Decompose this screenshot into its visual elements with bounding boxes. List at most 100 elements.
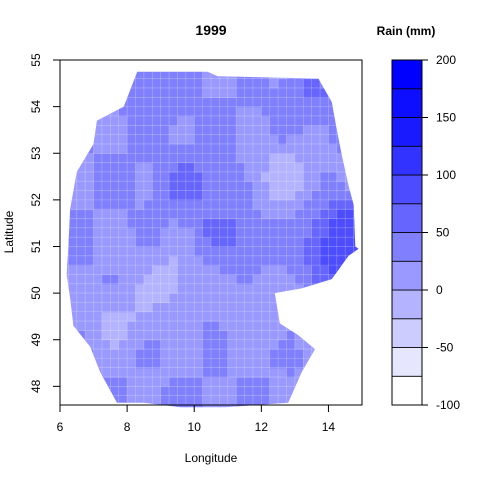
- field-cell: [93, 134, 103, 145]
- field-cell: [143, 153, 153, 164]
- field-cell: [320, 171, 330, 182]
- field-cell: [362, 293, 371, 303]
- field-cell: [118, 134, 128, 145]
- field-cell: [303, 134, 313, 145]
- field-cell: [236, 293, 246, 303]
- field-cell: [169, 321, 179, 331]
- field-cell: [311, 181, 321, 192]
- field-cell: [219, 209, 229, 220]
- field-cell: [311, 246, 321, 257]
- field-cell: [236, 134, 246, 145]
- field-cell: [127, 125, 137, 136]
- field-cell: [177, 330, 187, 341]
- field-cell: [336, 255, 346, 266]
- field-cell: [269, 153, 279, 164]
- field-cell: [127, 115, 137, 126]
- field-cell: [269, 227, 279, 238]
- field-cell: [269, 395, 279, 406]
- field-cell: [143, 311, 153, 322]
- field-cell: [177, 265, 187, 275]
- field-cell: [85, 265, 95, 275]
- field-cell: [362, 125, 371, 135]
- field-cell: [328, 255, 338, 266]
- field-cell: [76, 237, 86, 248]
- field-cell: [278, 190, 288, 201]
- field-cell: [294, 153, 304, 164]
- field-cell: [152, 395, 162, 406]
- field-cell: [127, 246, 137, 257]
- field-cell: [219, 143, 229, 154]
- field-cell: [294, 265, 304, 275]
- field-cell: [219, 199, 229, 210]
- field-cell: [93, 246, 103, 257]
- field-cell: [211, 274, 220, 285]
- field-cell: [177, 88, 187, 98]
- field-cell: [177, 78, 187, 89]
- field-cell: [194, 274, 204, 285]
- field-cell: [320, 274, 330, 285]
- field-cell: [252, 143, 262, 154]
- field-cell: [93, 143, 103, 154]
- field-cell: [278, 125, 288, 136]
- field-cell: [85, 255, 95, 266]
- field-cell: [177, 405, 187, 408]
- field-cell: [211, 395, 220, 406]
- field-cell: [211, 227, 220, 238]
- colorbar-band: [391, 375, 423, 406]
- field-cell: [185, 218, 195, 229]
- field-cell: [252, 106, 262, 117]
- field-cell: [211, 330, 220, 341]
- field-cell: [169, 255, 179, 266]
- field-cell: [177, 209, 187, 220]
- field-cell: [177, 255, 187, 266]
- field-cell: [127, 283, 137, 294]
- field-cell: [362, 302, 371, 312]
- field-cell: [286, 162, 296, 173]
- field-cell: [211, 143, 220, 154]
- field-cell: [160, 255, 170, 266]
- field-cell: [152, 227, 162, 238]
- field-cell: [110, 106, 120, 117]
- field-cell: [211, 106, 220, 117]
- field-cell: [244, 367, 254, 378]
- field-cell: [244, 246, 254, 257]
- field-cell: [85, 321, 95, 331]
- field-cell: [269, 349, 279, 359]
- field-cell: [101, 125, 111, 136]
- field-cell: [362, 349, 371, 359]
- field-cell: [252, 115, 262, 126]
- field-cell: [202, 330, 212, 341]
- field-cell: [227, 106, 237, 117]
- field-cell: [101, 302, 111, 313]
- x-axis-label: Longitude: [185, 451, 238, 465]
- field-cell: [244, 134, 254, 145]
- field-cell: [177, 367, 187, 378]
- field-cell: [185, 367, 195, 378]
- field-cell: [294, 143, 304, 154]
- field-cell: [68, 199, 78, 210]
- field-cell: [68, 283, 78, 294]
- colorbar-tick-label: 0: [436, 283, 443, 297]
- field-cell: [202, 218, 212, 229]
- field-cell: [118, 405, 128, 408]
- field-cell: [336, 153, 346, 164]
- field-cell: [236, 283, 246, 294]
- field-cell: [244, 190, 254, 201]
- field-cell: [362, 358, 371, 368]
- y-tick-label: 55: [29, 53, 43, 67]
- field-cell: [194, 283, 204, 294]
- field-cell: [93, 321, 103, 331]
- field-cell: [101, 227, 111, 238]
- field-cell: [101, 330, 111, 341]
- field-cell: [320, 237, 330, 248]
- field-cell: [194, 330, 204, 341]
- field-cell: [93, 227, 103, 238]
- field-cell: [85, 339, 95, 350]
- field-cell: [118, 265, 128, 275]
- field-cell: [303, 405, 313, 408]
- field-cell: [261, 311, 271, 322]
- field-cell: [143, 88, 153, 98]
- field-cell: [236, 237, 246, 248]
- field-cell: [311, 125, 321, 136]
- field-cell: [160, 171, 170, 182]
